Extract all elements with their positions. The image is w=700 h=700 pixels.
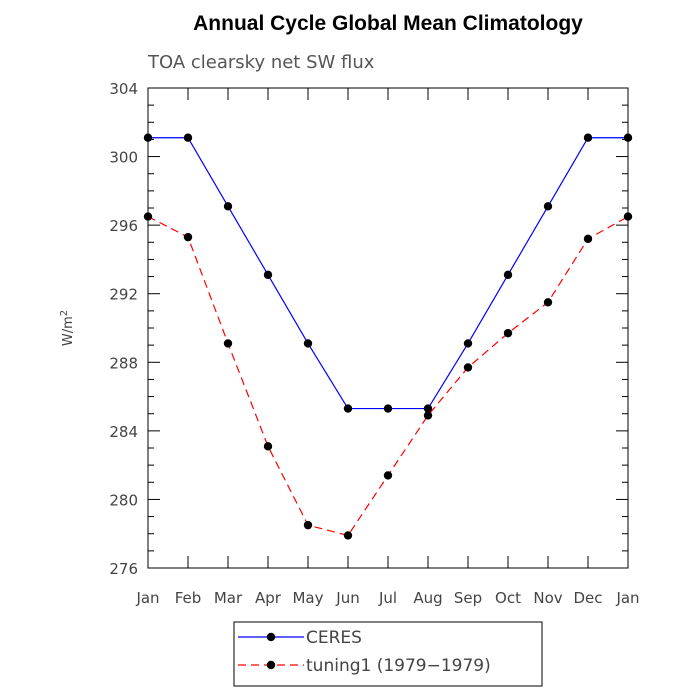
data-point: [223, 339, 233, 348]
legend-marker: [266, 632, 276, 642]
x-tick-label: Jul: [378, 589, 397, 607]
y-axis-label: W/m2: [59, 310, 76, 346]
x-tick-label: Sep: [454, 589, 482, 607]
y-tick-labels: 276 280 284 288 292 296 300 304: [109, 80, 138, 578]
y-tick-label: 304: [109, 80, 138, 98]
data-point: [343, 531, 353, 540]
legend-item: CERES: [238, 628, 362, 648]
y-tick-label: 296: [109, 217, 138, 235]
x-tick-label: Jan: [135, 589, 159, 607]
x-tick-label: Jan: [615, 589, 639, 607]
y-tick-label: 300: [109, 149, 138, 167]
x-tick-label: Feb: [175, 589, 202, 607]
data-point: [503, 270, 513, 280]
data-point: [263, 270, 273, 280]
data-point: [583, 234, 593, 244]
data-point: [263, 442, 273, 451]
x-tick-label: Nov: [533, 589, 562, 607]
y-tick-label: 276: [109, 560, 138, 578]
legend-items: CERES tuning1 (1979−1979): [238, 628, 491, 676]
y-tick-label: 284: [109, 423, 138, 441]
data-point: [383, 404, 393, 413]
data-point: [423, 411, 433, 420]
data-point: [543, 298, 553, 307]
data-point: [583, 133, 593, 142]
data-point: [503, 328, 513, 338]
x-tick-label: Oct: [495, 589, 521, 607]
chart-title: Annual Cycle Global Mean Climatology: [193, 12, 583, 35]
x-tick-label: May: [292, 589, 323, 607]
data-point: [543, 202, 553, 211]
series-layer: [143, 133, 633, 540]
data-point: [463, 363, 473, 372]
x-tick-label: Dec: [573, 589, 602, 607]
data-point: [303, 520, 313, 530]
legend-item: tuning1 (1979−1979): [238, 656, 491, 676]
chart-subtitle: TOA clearsky net SW flux: [147, 52, 375, 73]
series-0: [143, 133, 633, 413]
x-tick-label: Mar: [214, 589, 243, 607]
series-line: [147, 216, 629, 537]
data-point: [223, 202, 233, 211]
data-point: [463, 339, 473, 348]
series-1: [143, 212, 633, 540]
data-point: [423, 404, 433, 413]
x-tick-labels: Jan Feb Mar Apr May Jun Jul Aug Sep Oct Nov Dec Jan: [135, 589, 639, 607]
series-line: [148, 137, 628, 410]
legend-label: CERES: [306, 628, 362, 648]
x-tick-label: Jun: [335, 589, 359, 607]
data-point: [383, 471, 393, 480]
data-point: [183, 133, 193, 142]
data-point: [343, 404, 353, 413]
x-tick-label: Apr: [255, 589, 282, 607]
legend-box: [233, 621, 543, 687]
y-tick-label: 292: [109, 286, 138, 304]
y-tick-label: 280: [109, 491, 138, 509]
data-point: [183, 232, 193, 242]
legend-label: tuning1 (1979−1979): [306, 656, 491, 676]
legend: CERES tuning1 (1979−1979): [233, 621, 543, 687]
plot-frame: [147, 87, 629, 569]
tick-marks: [147, 87, 629, 569]
x-tick-label: Aug: [413, 589, 442, 607]
data-point: [303, 339, 313, 348]
legend-marker: [266, 660, 276, 670]
y-tick-label: 288: [109, 354, 138, 372]
